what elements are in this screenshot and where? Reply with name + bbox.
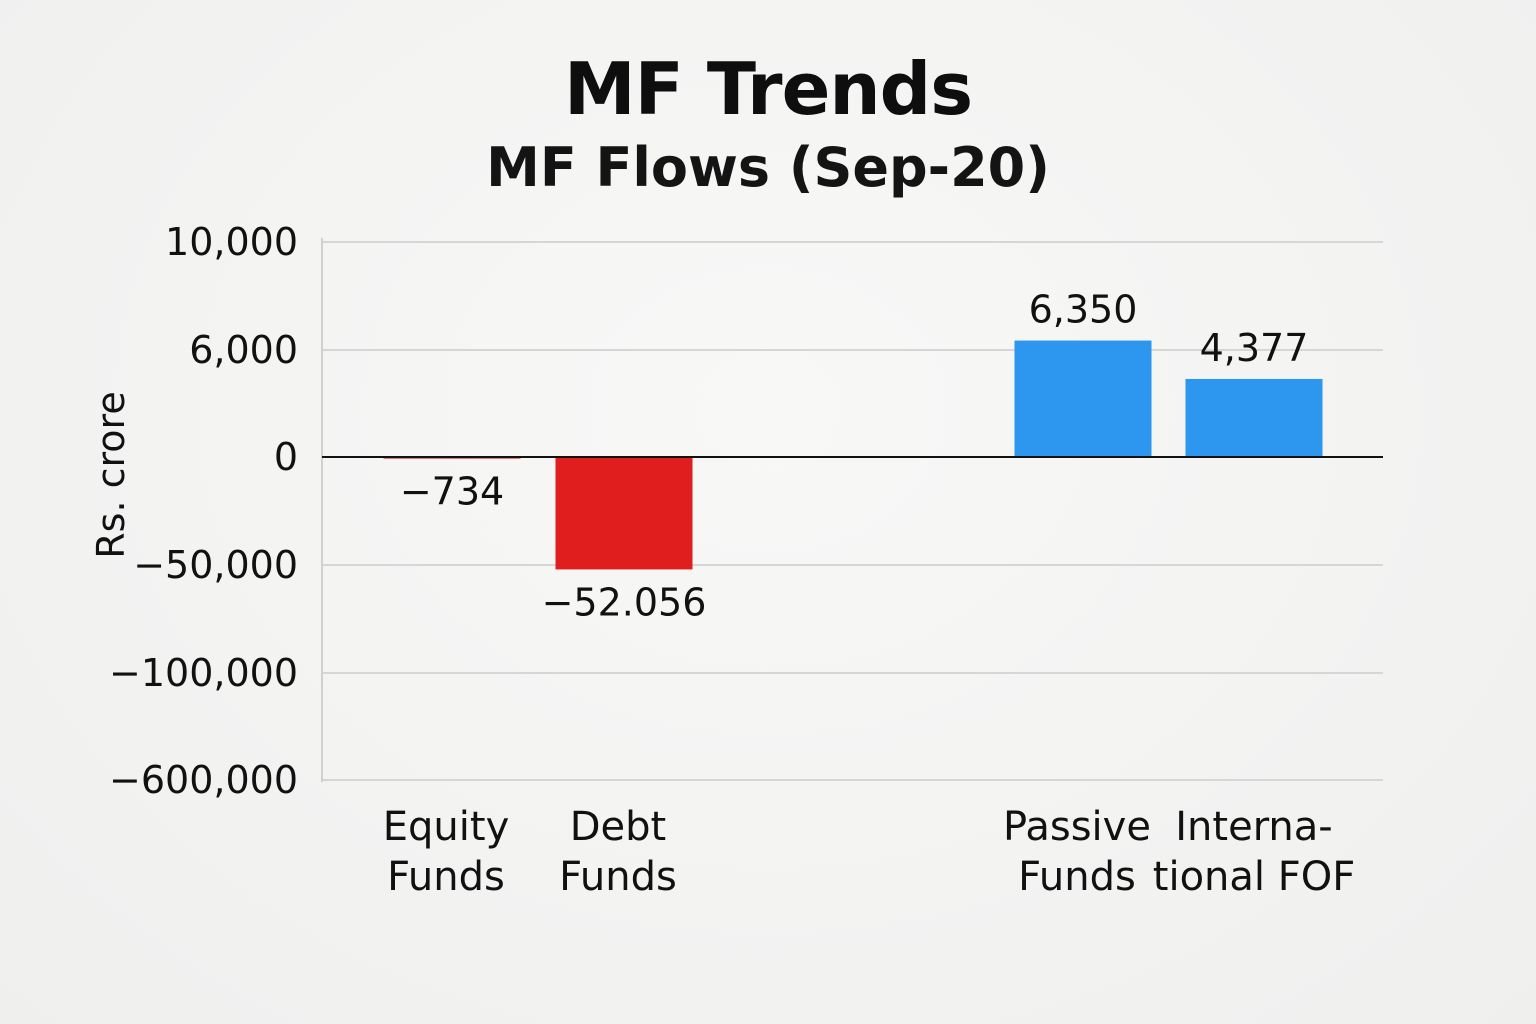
y-tick-label: −50,000	[133, 543, 298, 587]
bar	[1014, 340, 1152, 457]
y-tick-label: 6,000	[189, 328, 298, 372]
chart-subtitle: MF Flows (Sep-20)	[486, 136, 1050, 199]
y-axis-label: Rs. crore	[89, 391, 133, 558]
x-category-label: Funds	[1018, 854, 1136, 900]
chart-title: MF Trends	[563, 47, 973, 131]
data-label: 4,377	[1200, 326, 1309, 370]
y-tick-label: 0	[274, 435, 298, 479]
x-category-label: Passive	[1003, 804, 1151, 850]
x-category-label: Funds	[559, 854, 677, 900]
bar	[555, 457, 693, 570]
x-category-label: tional FOF	[1153, 854, 1355, 900]
y-tick-label: 10,000	[165, 220, 298, 264]
x-category-label: Debt	[570, 804, 666, 850]
y-tick-label: −600,000	[109, 758, 298, 802]
x-category-label: Interna-	[1175, 804, 1332, 850]
data-label: −52.056	[542, 580, 707, 624]
x-category-label: Funds	[387, 854, 505, 900]
x-category-label: Equity	[383, 804, 509, 850]
data-label: 6,350	[1029, 288, 1138, 332]
data-label: −734	[400, 470, 504, 514]
y-tick-label: −100,000	[109, 651, 298, 695]
bar	[1185, 378, 1323, 457]
